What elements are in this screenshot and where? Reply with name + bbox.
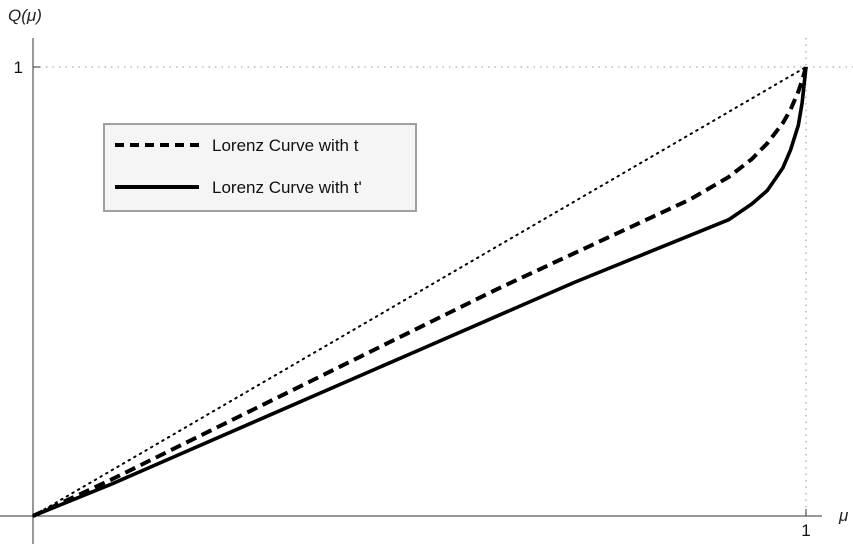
- legend-label-dashed: Lorenz Curve with t: [212, 136, 359, 155]
- ticks: 11: [14, 58, 811, 540]
- axes: [0, 38, 822, 544]
- x-axis-label: μ: [838, 506, 849, 525]
- reference-lines: [33, 38, 853, 516]
- series-line-dashed: [32, 66, 808, 518]
- legend-box: [103, 123, 417, 212]
- series-line-solid: [32, 66, 808, 518]
- legend: Lorenz Curve with t Lorenz Curve with t': [103, 123, 417, 212]
- series-line-dotted: [32, 66, 807, 517]
- series-layer: [32, 66, 808, 518]
- x-tick-label: 1: [801, 521, 810, 540]
- y-axis-label: Q(μ): [8, 6, 42, 25]
- y-tick-label: 1: [14, 58, 23, 77]
- legend-label-solid: Lorenz Curve with t': [212, 178, 362, 197]
